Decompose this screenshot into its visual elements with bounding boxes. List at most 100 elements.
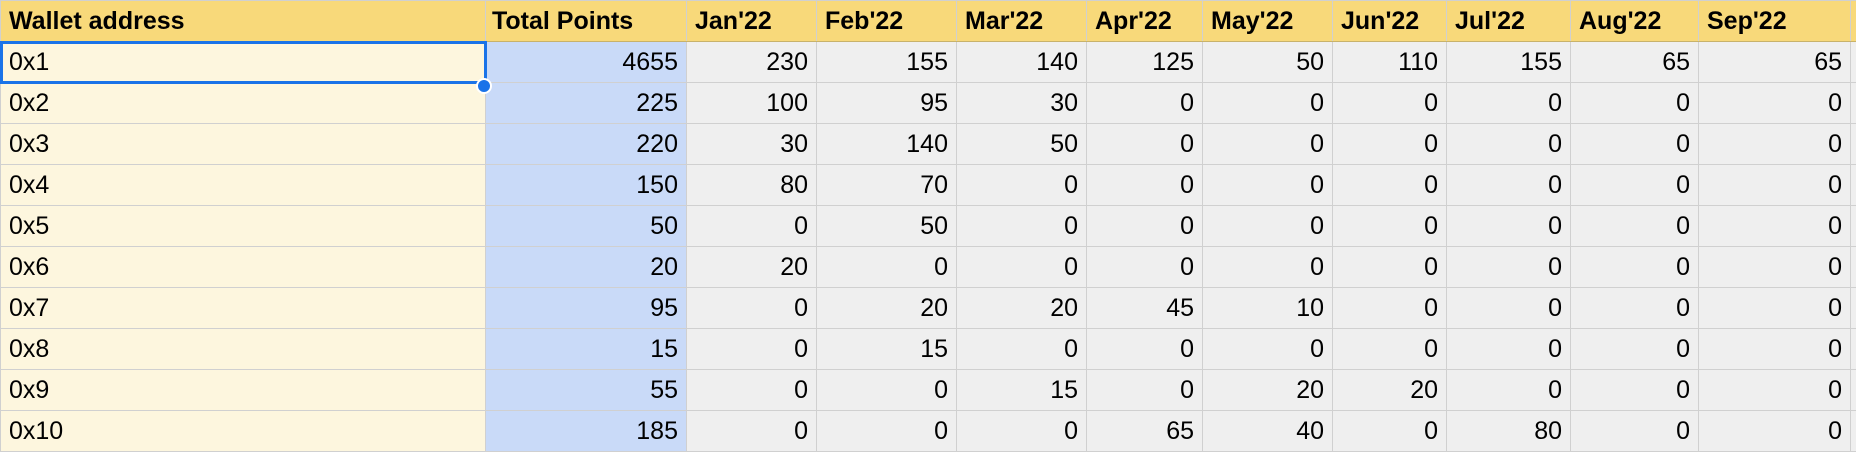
cell-total-points[interactable]: 15 (485, 328, 687, 370)
cell-feb22[interactable]: 70 (816, 164, 957, 206)
cell-empty[interactable] (1850, 369, 1856, 411)
cell-jan22[interactable]: 80 (686, 164, 817, 206)
cell-wallet-address[interactable]: 0x1 (0, 40, 487, 84)
cell-sep22[interactable]: 0 (1698, 205, 1851, 247)
cell-jan22[interactable]: 30 (686, 123, 817, 165)
cell-mar22[interactable]: 15 (956, 369, 1087, 411)
column-header-feb22[interactable]: Feb'22 (816, 0, 957, 42)
cell-jan22[interactable]: 0 (686, 369, 817, 411)
cell-apr22[interactable]: 0 (1086, 123, 1203, 165)
cell-jun22[interactable]: 110 (1332, 41, 1447, 83)
cell-apr22[interactable]: 0 (1086, 328, 1203, 370)
cell-aug22[interactable]: 0 (1570, 410, 1699, 452)
cell-may22[interactable]: 40 (1202, 410, 1333, 452)
cell-apr22[interactable]: 125 (1086, 41, 1203, 83)
cell-wallet-address[interactable]: 0x8 (0, 328, 486, 370)
cell-sep22[interactable]: 0 (1698, 369, 1851, 411)
cell-mar22[interactable]: 140 (956, 41, 1087, 83)
cell-mar22[interactable]: 0 (956, 328, 1087, 370)
column-header-jan22[interactable]: Jan'22 (686, 0, 817, 42)
cell-total-points[interactable]: 225 (485, 82, 687, 124)
column-header-apr22[interactable]: Apr'22 (1086, 0, 1203, 42)
cell-total-points[interactable]: 220 (485, 123, 687, 165)
cell-feb22[interactable]: 0 (816, 246, 957, 288)
cell-may22[interactable]: 0 (1202, 205, 1333, 247)
cell-may22[interactable]: 50 (1202, 41, 1333, 83)
cell-total-points[interactable]: 50 (485, 205, 687, 247)
cell-jan22[interactable]: 0 (686, 328, 817, 370)
cell-feb22[interactable]: 50 (816, 205, 957, 247)
cell-jan22[interactable]: 0 (686, 287, 817, 329)
cell-wallet-address[interactable]: 0x4 (0, 164, 486, 206)
column-header-empty[interactable] (1850, 0, 1856, 42)
cell-jun22[interactable]: 0 (1332, 287, 1447, 329)
cell-mar22[interactable]: 0 (956, 164, 1087, 206)
cell-jun22[interactable]: 0 (1332, 82, 1447, 124)
column-header-jun22[interactable]: Jun'22 (1332, 0, 1447, 42)
cell-jun22[interactable]: 0 (1332, 246, 1447, 288)
cell-may22[interactable]: 10 (1202, 287, 1333, 329)
cell-total-points[interactable]: 20 (485, 246, 687, 288)
cell-apr22[interactable]: 0 (1086, 164, 1203, 206)
cell-feb22[interactable]: 140 (816, 123, 957, 165)
cell-sep22[interactable]: 0 (1698, 123, 1851, 165)
cell-sep22[interactable]: 0 (1698, 164, 1851, 206)
cell-aug22[interactable]: 0 (1570, 328, 1699, 370)
cell-apr22[interactable]: 65 (1086, 410, 1203, 452)
cell-aug22[interactable]: 0 (1570, 205, 1699, 247)
cell-apr22[interactable]: 0 (1086, 369, 1203, 411)
cell-may22[interactable]: 0 (1202, 123, 1333, 165)
column-header-aug22[interactable]: Aug'22 (1570, 0, 1699, 42)
cell-empty[interactable] (1850, 123, 1856, 165)
cell-jul22[interactable]: 0 (1446, 123, 1571, 165)
cell-aug22[interactable]: 0 (1570, 287, 1699, 329)
column-header-sep22[interactable]: Sep'22 (1698, 0, 1851, 42)
cell-total-points[interactable]: 185 (485, 410, 687, 452)
cell-wallet-address[interactable]: 0x9 (0, 369, 486, 411)
cell-aug22[interactable]: 0 (1570, 123, 1699, 165)
cell-may22[interactable]: 0 (1202, 164, 1333, 206)
cell-aug22[interactable]: 65 (1570, 41, 1699, 83)
cell-feb22[interactable]: 0 (816, 369, 957, 411)
cell-jun22[interactable]: 0 (1332, 328, 1447, 370)
cell-mar22[interactable]: 50 (956, 123, 1087, 165)
cell-jun22[interactable]: 0 (1332, 123, 1447, 165)
cell-jul22[interactable]: 80 (1446, 410, 1571, 452)
cell-empty[interactable] (1850, 328, 1856, 370)
fill-handle[interactable] (476, 78, 492, 94)
cell-total-points[interactable]: 150 (485, 164, 687, 206)
cell-sep22[interactable]: 0 (1698, 246, 1851, 288)
cell-empty[interactable] (1850, 287, 1856, 329)
cell-feb22[interactable]: 0 (816, 410, 957, 452)
cell-total-points[interactable]: 4655 (485, 41, 687, 83)
cell-feb22[interactable]: 15 (816, 328, 957, 370)
cell-wallet-address[interactable]: 0x3 (0, 123, 486, 165)
column-header-wallet-address[interactable]: Wallet address (0, 0, 486, 42)
column-header-total-points[interactable]: Total Points (485, 0, 687, 42)
cell-sep22[interactable]: 65 (1698, 41, 1851, 83)
cell-feb22[interactable]: 155 (816, 41, 957, 83)
cell-jun22[interactable]: 0 (1332, 164, 1447, 206)
cell-wallet-address[interactable]: 0x10 (0, 410, 486, 452)
cell-apr22[interactable]: 0 (1086, 205, 1203, 247)
cell-jul22[interactable]: 0 (1446, 164, 1571, 206)
cell-jul22[interactable]: 0 (1446, 246, 1571, 288)
cell-empty[interactable] (1850, 410, 1856, 452)
cell-apr22[interactable]: 0 (1086, 246, 1203, 288)
cell-aug22[interactable]: 0 (1570, 82, 1699, 124)
cell-aug22[interactable]: 0 (1570, 164, 1699, 206)
cell-empty[interactable] (1850, 246, 1856, 288)
cell-sep22[interactable]: 0 (1698, 82, 1851, 124)
cell-jul22[interactable]: 0 (1446, 287, 1571, 329)
cell-jan22[interactable]: 230 (686, 41, 817, 83)
cell-feb22[interactable]: 95 (816, 82, 957, 124)
cell-mar22[interactable]: 0 (956, 205, 1087, 247)
cell-empty[interactable] (1850, 164, 1856, 206)
cell-wallet-address[interactable]: 0x2 (0, 82, 486, 124)
cell-empty[interactable] (1850, 41, 1856, 83)
column-header-may22[interactable]: May'22 (1202, 0, 1333, 42)
cell-may22[interactable]: 0 (1202, 328, 1333, 370)
cell-may22[interactable]: 0 (1202, 246, 1333, 288)
column-header-jul22[interactable]: Jul'22 (1446, 0, 1571, 42)
